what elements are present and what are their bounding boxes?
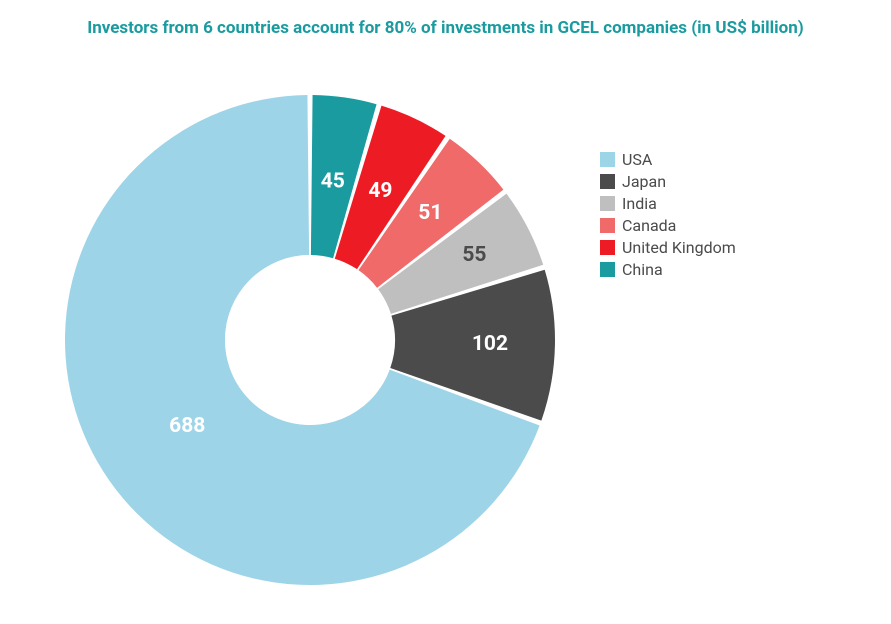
- legend-label: USA: [622, 150, 652, 169]
- legend-swatch: [600, 240, 615, 255]
- legend-swatch: [600, 262, 615, 277]
- slice-value-label: 49: [368, 179, 392, 203]
- donut-hole: [225, 255, 395, 425]
- legend-item: USA: [600, 150, 736, 169]
- legend-label: India: [622, 194, 657, 213]
- legend-label: China: [622, 260, 663, 279]
- legend-swatch: [600, 174, 615, 189]
- legend-swatch: [600, 218, 615, 233]
- slice-value-label: 55: [462, 243, 486, 267]
- legend-item: India: [600, 194, 736, 213]
- donut-chart: 688 102 55 51 49 45: [40, 60, 600, 624]
- legend: USA Japan India Canada United Kingdom China: [600, 150, 736, 282]
- legend-label: Canada: [622, 216, 676, 235]
- legend-swatch: [600, 152, 615, 167]
- legend-item: Japan: [600, 172, 736, 191]
- chart-title: Investors from 6 countries account for 8…: [0, 18, 891, 38]
- slice-value-label: 688: [169, 414, 205, 438]
- legend-item: Canada: [600, 216, 736, 235]
- slice-value-label: 45: [321, 170, 345, 194]
- legend-item: China: [600, 260, 736, 279]
- slice-value-label: 102: [472, 332, 508, 356]
- legend-label: Japan: [622, 172, 666, 191]
- legend-swatch: [600, 196, 615, 211]
- legend-item: United Kingdom: [600, 238, 736, 257]
- slice-value-label: 51: [418, 201, 442, 225]
- legend-label: United Kingdom: [622, 238, 736, 257]
